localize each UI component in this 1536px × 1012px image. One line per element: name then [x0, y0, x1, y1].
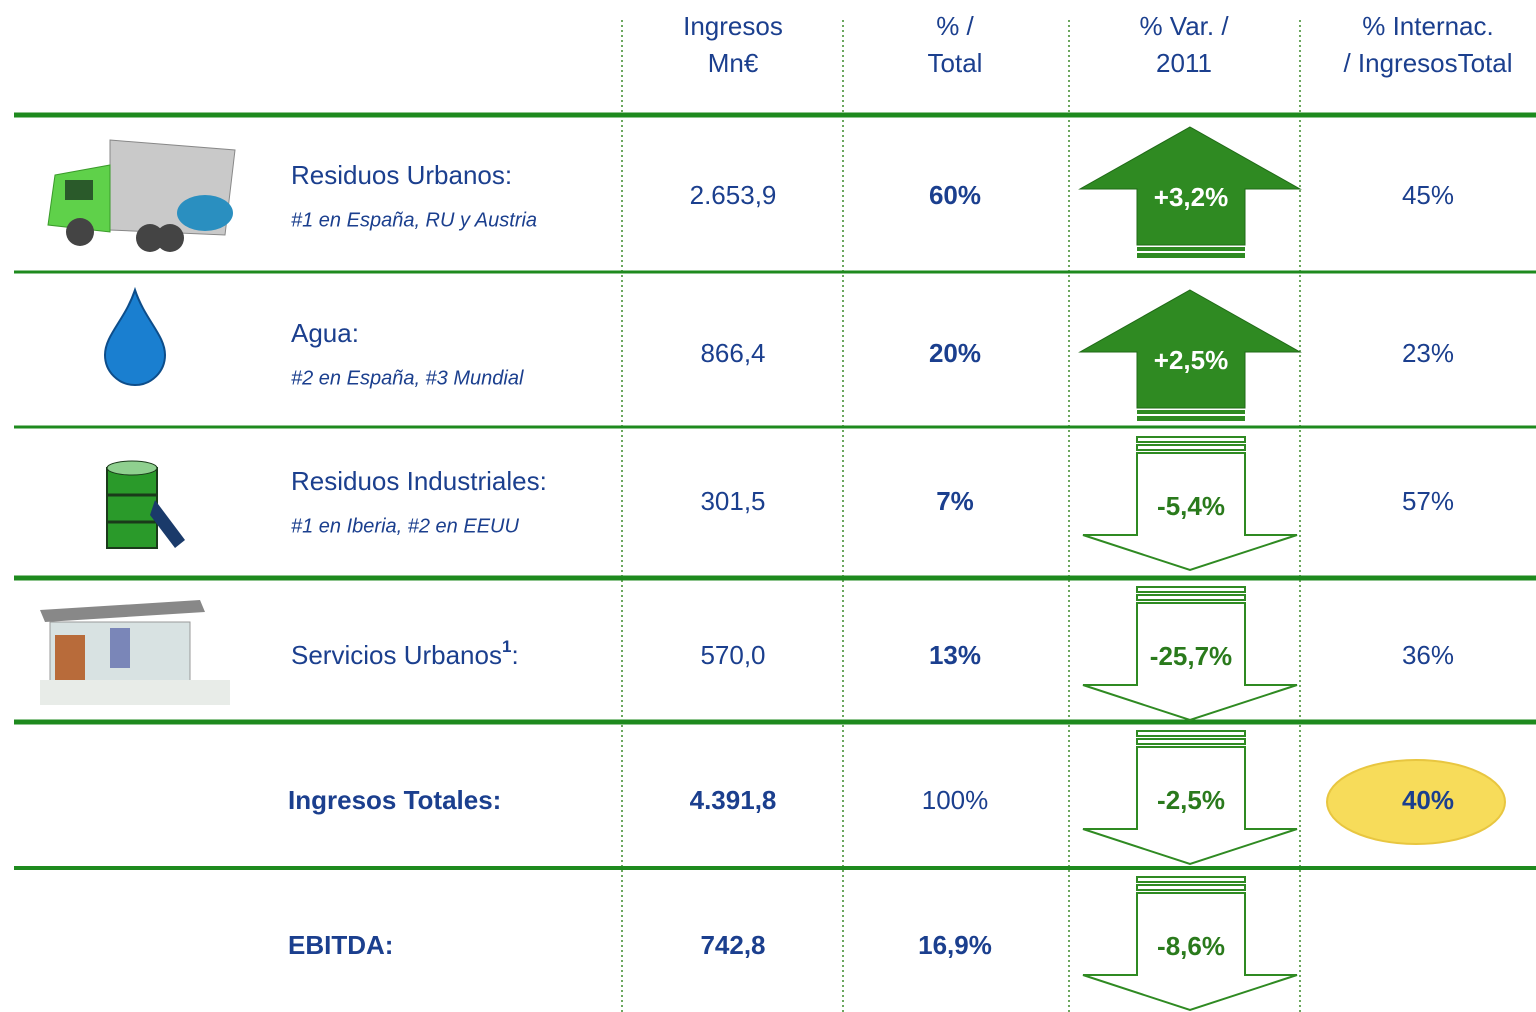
variation: +2,5% [1154, 345, 1228, 375]
revenue: 4.391,8 [690, 785, 777, 815]
up-arrow: +2,5% [1080, 290, 1300, 421]
row-name: Residuos Urbanos: [291, 160, 512, 190]
row-name: Residuos Industriales: [291, 466, 547, 496]
down-arrow: -2,5% [1083, 731, 1297, 864]
share: 60% [929, 180, 981, 210]
row-subtitle: #2 en España, #3 Mundial [291, 367, 524, 389]
revenue: 866,4 [700, 338, 765, 368]
international: 45% [1402, 180, 1454, 210]
arrow-stripe [1137, 877, 1245, 882]
barrel-icon [107, 461, 185, 548]
row-subtitle: #1 en España, RU y Austria [291, 209, 537, 231]
column-header: Ingresos [683, 11, 783, 41]
arrow-stripe [1137, 416, 1245, 421]
down-arrow: -8,6% [1083, 877, 1297, 1010]
arrow-stripe [1137, 247, 1245, 251]
column-header: Mn€ [708, 48, 759, 78]
share: 7% [936, 486, 974, 516]
variation: -2,5% [1157, 785, 1225, 815]
revenue: 742,8 [700, 930, 765, 960]
arrow-stripe [1137, 885, 1245, 890]
revenue: 301,5 [700, 486, 765, 516]
arrow-stripe [1137, 587, 1245, 592]
revenue: 2.653,9 [690, 180, 777, 210]
arrow-stripe [1137, 731, 1245, 736]
arrow-stripe [1137, 595, 1245, 600]
arrow-stripe [1137, 410, 1245, 414]
share: 20% [929, 338, 981, 368]
international: 57% [1402, 486, 1454, 516]
variation: -5,4% [1157, 491, 1225, 521]
variation: +3,2% [1154, 182, 1228, 212]
arrow-stripe [1137, 739, 1245, 744]
share: 13% [929, 640, 981, 670]
arrow-stripe [1137, 253, 1245, 258]
international: 36% [1402, 640, 1454, 670]
revenue: 570,0 [700, 640, 765, 670]
arrow-stripe [1137, 445, 1245, 450]
drop-icon [105, 290, 165, 385]
down-arrow: -25,7% [1083, 587, 1297, 720]
column-header: % Internac. [1362, 11, 1494, 41]
share: 16,9% [918, 930, 992, 960]
truck-icon [48, 140, 235, 252]
column-header: 2011 [1156, 48, 1212, 78]
international: 40% [1402, 785, 1454, 815]
arrow-stripe [1137, 437, 1245, 442]
row-name: Servicios Urbanos1: [291, 637, 519, 669]
row-name: EBITDA: [288, 930, 393, 960]
name-suffix: : [511, 640, 518, 670]
international: 23% [1402, 338, 1454, 368]
share: 100% [922, 785, 989, 815]
column-header: % Var. / [1139, 11, 1229, 41]
shelter-icon [40, 600, 230, 705]
column-header: / IngresosTotal [1343, 48, 1512, 78]
down-arrow: -5,4% [1083, 437, 1297, 570]
row-dividers [14, 115, 1536, 868]
up-arrow: +3,2% [1080, 127, 1300, 258]
row-name: Agua: [291, 318, 359, 348]
slide: Ingresos Mn€ % / Total % Var. / 2011 % Interna… [0, 0, 1536, 1012]
variation: -25,7% [1150, 641, 1232, 671]
superscript: 1 [502, 637, 511, 656]
row-name: Ingresos Totales: [288, 785, 501, 815]
column-header: % / [936, 11, 974, 41]
variation: -8,6% [1157, 931, 1225, 961]
column-header: Total [928, 48, 983, 78]
row-subtitle: #1 en Iberia, #2 en EEUU [291, 515, 519, 537]
